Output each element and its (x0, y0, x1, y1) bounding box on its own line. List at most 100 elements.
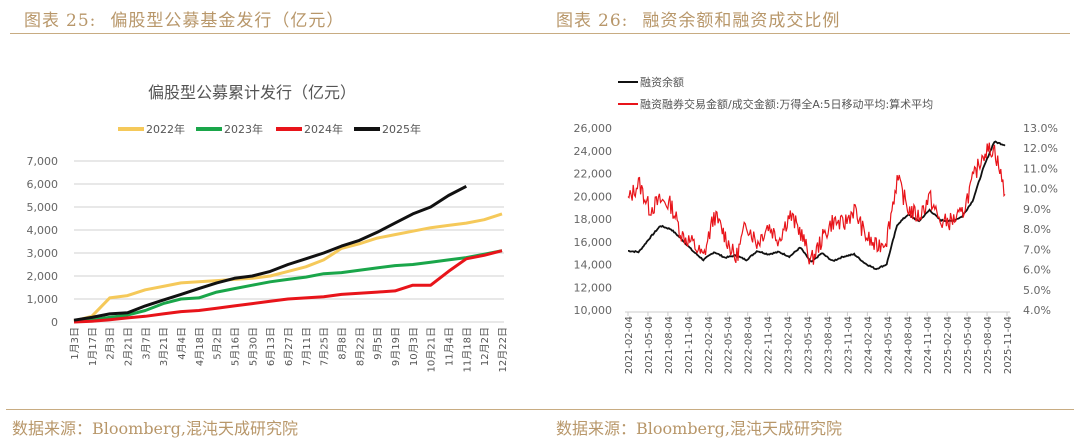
figure-25-number: 25: (66, 11, 97, 31)
source-divider (6, 409, 540, 410)
fund-issuance-chart: 偏股型公募累计发行（亿元） 2022年 2023年 2024年 2025年 0 1,000 2… (27, 83, 510, 372)
x-tick-label: 12月22日 (497, 327, 509, 372)
x-tick-label: 2022-05-04 (724, 316, 735, 374)
y-left-tick-label: 24,000 (574, 145, 613, 158)
x-tick-label: 1月17日 (87, 327, 99, 366)
x-tick-label: 2025-08-04 (983, 316, 994, 374)
x-tick-label: 2022-02-04 (704, 316, 715, 374)
x-tick-label: 5月16日 (230, 327, 242, 366)
series-line-margin-balance (628, 140, 1006, 271)
legend-item-margin-ratio: 融资融券交易金额/成交金额:万得全A:5日移动平均:算术平均 (618, 97, 933, 111)
figure-25-source: 数据来源：Bloomberg,混沌天成研究院 (12, 419, 299, 438)
x-tick-label: 2024-08-04 (903, 316, 914, 374)
figure-26-label: 图表 (556, 11, 592, 31)
legend-label: 融资余额 (640, 75, 684, 89)
series-line-2024年 (73, 249, 503, 324)
x-tick-label: 6月13日 (265, 327, 277, 366)
x-tick-label: 2024-02-04 (863, 316, 874, 374)
x-tick-label: 5月2日 (212, 327, 224, 360)
source-divider (540, 409, 1074, 410)
x-tick-label: 2021-02-04 (624, 316, 635, 374)
y-right-tick-label: 11.0% (1023, 162, 1058, 175)
x-tick-label: 2021-05-04 (644, 316, 655, 374)
title-divider (540, 33, 1070, 34)
y-left-tick-label: 20,000 (574, 190, 613, 203)
legend-item-margin-balance: 融资余额 (618, 75, 684, 89)
legend-item-2023年: 2023年 (196, 122, 263, 136)
y-right-tick-label: 7.0% (1023, 243, 1051, 256)
x-tick-label: 2月21日 (123, 327, 135, 366)
x-tick-label: 2月3日 (105, 327, 117, 360)
figure-26-title: 图表 26: 融资余额和融资成交比例 (556, 6, 840, 31)
figure-25-title-text: 偏股型公募基金发行（亿元） (110, 11, 345, 31)
legend-item-2025年: 2025年 (354, 122, 421, 136)
x-tick-label: 9月19日 (390, 327, 402, 366)
x-tick-label: 8月22日 (354, 327, 366, 366)
x-tick-label: 7月11日 (301, 327, 313, 366)
y-right-tick-label: 6.0% (1023, 264, 1051, 277)
x-tick-label: 10月3日 (408, 327, 420, 366)
y-left-tick-label: 22,000 (574, 168, 613, 181)
title-divider (10, 33, 540, 34)
x-tick-label: 2022-08-04 (744, 316, 755, 374)
x-tick-label: 9月5日 (372, 327, 384, 360)
x-tick-label: 11月18日 (461, 327, 473, 372)
legend-item-2024年: 2024年 (276, 122, 343, 136)
x-tick-label: 11月4日 (444, 327, 456, 366)
x-tick-label: 2025-11-04 (1003, 316, 1014, 374)
series-line-margin-ratio (627, 142, 1006, 265)
legend-label: 2022年 (146, 122, 185, 136)
x-tick-label: 3月21日 (158, 327, 170, 366)
x-tick-label: 2023-08-04 (823, 316, 834, 374)
y-left-tick-label: 10,000 (574, 304, 613, 317)
series-line-2023年 (73, 249, 503, 323)
x-tick-label: 2025-02-04 (943, 316, 954, 374)
figure-26-panel: 图表 26: 融资余额和融资成交比例 融资余额融资融券交易金额/成交金额:万得全A:… (540, 0, 1080, 448)
x-tick-label: 7月25日 (319, 327, 331, 366)
series-line-2025年 (73, 184, 467, 322)
y-left-tick-label: 12,000 (574, 281, 613, 294)
figure-26-source: 数据来源：Bloomberg,混沌天成研究院 (556, 419, 843, 438)
legend-label: 2023年 (224, 122, 263, 136)
figure-25-panel: 图表 25: 偏股型公募基金发行（亿元） 偏股型公募累计发行（亿元） 2022年 202… (6, 11, 540, 438)
x-tick-label: 12月2日 (479, 327, 491, 366)
y-left-tick-label: 14,000 (574, 259, 613, 272)
x-tick-label: 2023-11-04 (843, 316, 854, 374)
y-left-tick-label: 18,000 (574, 213, 613, 226)
y-tick-label: 3,000 (27, 247, 59, 260)
x-tick-label: 4月18日 (194, 327, 206, 366)
y-tick-label: 7,000 (27, 155, 59, 168)
x-tick-label: 10月21日 (426, 327, 438, 372)
figure-26-title-text: 融资余额和融资成交比例 (642, 11, 841, 31)
x-tick-label: 2021-08-04 (664, 316, 675, 374)
x-tick-label: 2025-05-04 (963, 316, 974, 374)
x-tick-label: 3月7日 (140, 327, 152, 360)
x-tick-label: 8月8日 (337, 327, 349, 360)
y-right-tick-label: 12.0% (1023, 142, 1058, 155)
y-left-tick-label: 16,000 (574, 236, 613, 249)
x-tick-label: 6月27日 (283, 327, 295, 366)
y-right-tick-label: 4.0% (1023, 304, 1051, 317)
x-tick-label: 5月30日 (247, 327, 259, 366)
figure-26-number: 26: (598, 11, 629, 31)
y-right-tick-label: 8.0% (1023, 223, 1051, 236)
y-tick-label: 1,000 (27, 293, 59, 306)
x-tick-label: 1月3日 (69, 327, 81, 360)
x-tick-label: 2023-05-04 (804, 316, 815, 374)
y-tick-label: 6,000 (27, 178, 59, 191)
x-tick-label: 2022-11-04 (764, 316, 775, 374)
y-tick-label: 4,000 (27, 224, 59, 237)
x-tick-label: 2024-05-04 (883, 316, 894, 374)
legend-label: 2024年 (304, 122, 343, 136)
figure-25-label: 图表 (24, 11, 60, 31)
legend-item-2022年: 2022年 (118, 122, 185, 136)
legend-label: 融资融券交易金额/成交金额:万得全A:5日移动平均:算术平均 (640, 97, 933, 111)
y-right-tick-label: 10.0% (1023, 183, 1058, 196)
x-tick-label: 2024-11-04 (923, 316, 934, 374)
y-tick-label: 5,000 (27, 201, 59, 214)
y-left-tick-label: 26,000 (574, 122, 613, 135)
x-tick-label: 2021-11-04 (684, 316, 695, 374)
y-tick-label: 2,000 (27, 270, 59, 283)
x-tick-label: 2023-02-04 (784, 316, 795, 374)
